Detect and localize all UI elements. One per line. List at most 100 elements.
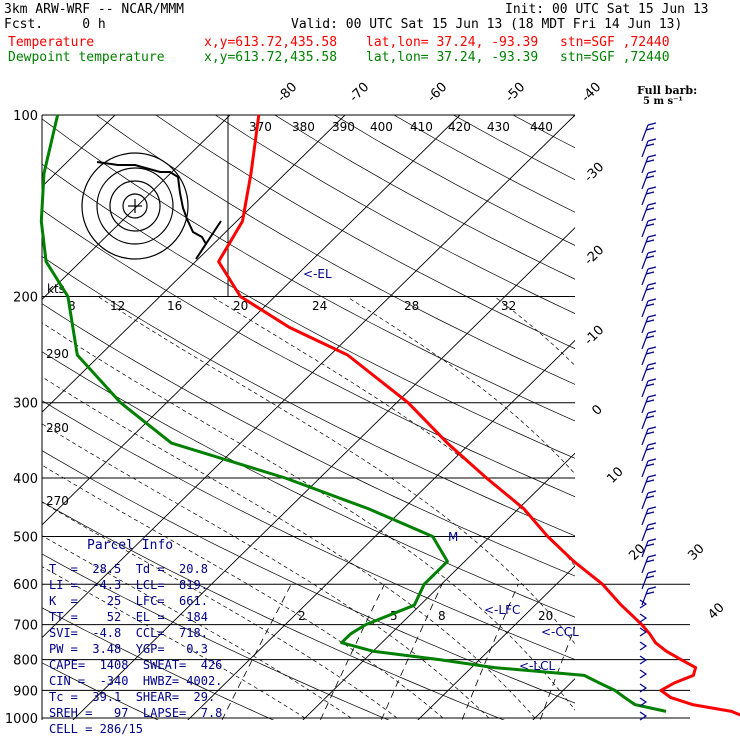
wind-barb: [641, 476, 649, 494]
wind-speed-tick: 20: [233, 299, 248, 313]
barb-legend-line2: 5 m s⁻¹: [643, 96, 683, 107]
mixing-ratio-line: [319, 584, 385, 720]
pressure-label-1000: 1000: [5, 712, 38, 727]
dry-adiabat: [42, 118, 575, 422]
annotation-ccl: <-CCL: [541, 625, 579, 639]
dry-adiabat: [42, 351, 575, 618]
wind-barb: [647, 442, 657, 446]
wind-barb: [641, 540, 649, 558]
wind-barb: [647, 522, 657, 526]
wind-speed-tick: 32: [501, 299, 516, 313]
wind-barb: [641, 396, 649, 414]
theta-label: 270: [46, 494, 69, 508]
temp-tick-label: -60: [425, 80, 451, 106]
wind-barb: [645, 415, 655, 419]
parcel-info-row: SREH = 97 LAPSE= 7.8: [49, 706, 223, 720]
theta-label: 390: [332, 120, 355, 134]
wind-barb: [647, 250, 657, 254]
model-title: 3km ARW-WRF -- NCAR/MMM: [4, 2, 185, 17]
wind-barb: [645, 319, 655, 323]
wind-barb: [647, 202, 657, 206]
wind-barb: [647, 474, 657, 478]
theta-labels: 370 380 390 400 410 420 430 440 290 280 270: [46, 120, 553, 508]
wind-barb: [641, 444, 649, 462]
wind-barb: [647, 186, 657, 190]
pressure-label-500: 500: [13, 530, 38, 545]
temp-tick-label: -10: [582, 323, 608, 349]
wind-barb: [645, 303, 655, 307]
temp-tick-label: -20: [582, 243, 608, 269]
wind-barb: [647, 138, 657, 142]
wind-barb: [647, 282, 657, 286]
dewpoint-profile: [39, 114, 667, 713]
wind-barb: [641, 460, 649, 478]
parcel-info-row: T = 28.5 Td = 20.8: [49, 562, 208, 576]
wind-barb: [641, 284, 649, 302]
wind-barb: [645, 287, 655, 291]
wind-barb: [641, 172, 649, 190]
wind-barb: [647, 538, 657, 542]
wind-barb: [645, 239, 655, 243]
mixing-ratio-label: 20: [538, 609, 553, 623]
wind-barb: [645, 463, 655, 467]
annotation-lcl: <-LCL: [519, 659, 555, 673]
theta-label: 430: [487, 120, 510, 134]
mixing-ratio-label: 5: [390, 609, 398, 623]
annotation-m: M: [448, 530, 458, 544]
dry-adiabat: [42, 501, 505, 720]
wind-barb: [647, 458, 657, 462]
wind-barb: [641, 572, 649, 590]
wind-barb: [641, 204, 649, 222]
temperature-latlon: lat,lon= 37.24, -93.39: [366, 35, 539, 50]
wind-barb: [647, 330, 657, 334]
wind-barb: [645, 383, 655, 387]
wind-barb: [639, 613, 648, 623]
hodograph-ring: [96, 167, 174, 245]
dry-adiabat: [42, 450, 575, 704]
wind-barb: [647, 170, 657, 174]
dry-adiabat: [632, 115, 740, 731]
wind-barb: [647, 378, 657, 382]
isotherm: [417, 565, 575, 720]
moist-adiabat: [211, 296, 575, 567]
pressure-label-900: 900: [13, 684, 38, 699]
dry-adiabat: [42, 400, 575, 660]
wind-barb: [647, 266, 657, 270]
wind-speed-tick: 24: [312, 299, 327, 313]
mixing-ratio-line: [380, 584, 443, 720]
wind-speed-tick: 28: [404, 299, 419, 313]
isotherm: [302, 452, 575, 720]
wind-barb: [641, 380, 649, 398]
wind-barb: [641, 412, 649, 430]
theta-label: 400: [370, 120, 393, 134]
temp-tick-label: 0: [589, 402, 605, 418]
wind-barb: [641, 268, 649, 286]
pressure-label-600: 600: [13, 578, 38, 593]
mixing-ratio-lines: [221, 584, 575, 720]
wind-speed-tick: 8: [68, 299, 76, 313]
wind-barb: [647, 154, 657, 158]
wind-barb: [647, 490, 657, 494]
wind-barb: [645, 271, 655, 275]
wind-barb: [647, 554, 657, 558]
theta-label: 410: [410, 120, 433, 134]
wind-barb: [645, 591, 655, 595]
wind-barb: [641, 140, 649, 158]
wind-barb: [647, 122, 657, 126]
dry-adiabat: [334, 115, 575, 246]
wind-barb: [645, 495, 655, 499]
temp-tick-label: 30: [685, 541, 707, 563]
isotherm: [42, 115, 575, 639]
parcel-info-row: CELL = 286/15: [49, 722, 143, 736]
wind-barb: [645, 527, 655, 531]
wind-barb: [641, 124, 649, 142]
wind-barb: [639, 627, 648, 637]
wind-barb: [645, 255, 655, 259]
parcel-info-row: LI = -4.3 LCL= 819.: [49, 578, 208, 592]
wind-barb: [647, 394, 657, 398]
temp-tick-label: -50: [503, 80, 529, 106]
moist-adiabat: [634, 297, 740, 719]
mixing-ratio-line: [461, 584, 519, 720]
theta-label: 370: [249, 120, 272, 134]
wind-barb: [645, 431, 655, 435]
